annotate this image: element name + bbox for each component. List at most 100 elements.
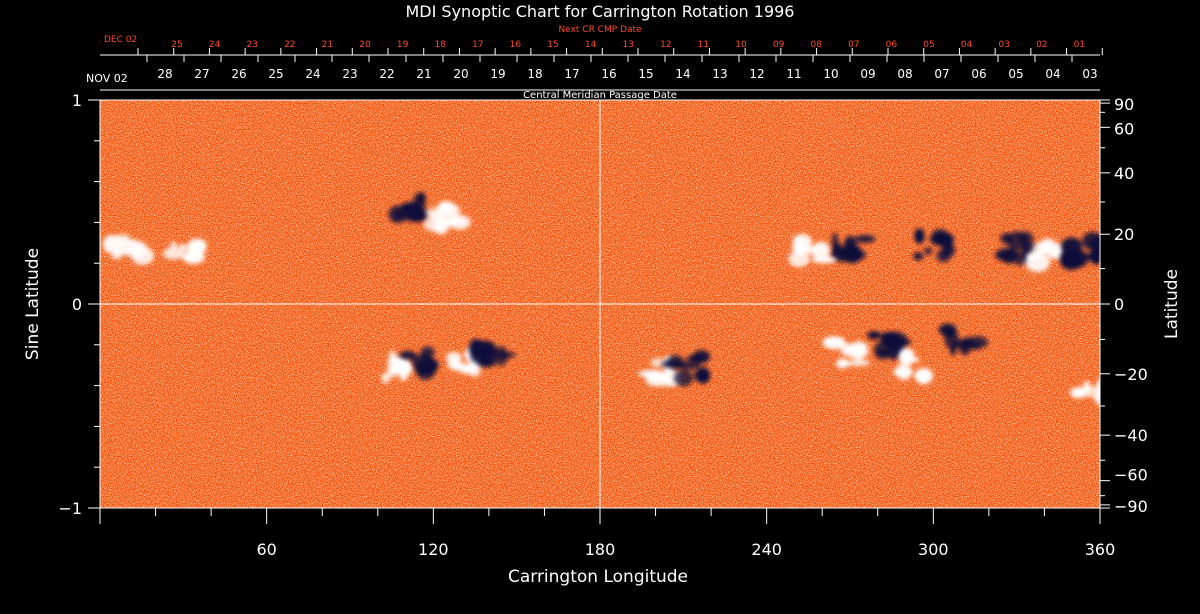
y-axis: −1 0 1 [58,91,101,518]
next-cmp-tick-label: 08 [810,40,822,50]
active-region-negative [830,232,876,264]
next-cmp-tick-label: 10 [735,40,747,50]
cmp-tick-label: 13 [712,67,727,81]
cmp-tick-label: 28 [157,67,172,81]
next-cmp-tick-label: 17 [472,40,483,50]
region-patch [1001,247,1019,265]
region-patch [913,252,924,261]
region-patch [184,253,198,261]
x-tick-label: 240 [751,540,782,559]
active-region-positive [162,238,207,265]
region-patch [1018,231,1034,246]
cmp-tick-label: 18 [527,67,542,81]
y2-tick-label: 40 [1114,164,1134,183]
active-region-negative [913,228,956,263]
next-cmp-tick-label: 03 [998,40,1009,50]
next-cmp-tick-label: 07 [848,40,859,50]
active-region-negative [399,346,439,381]
next-cmp-tick-label: 20 [359,40,371,50]
region-patch [875,349,892,356]
active-region-positive [788,234,837,268]
region-patch [811,241,830,261]
cmp-tick-label: 24 [305,67,320,81]
next-cmp-tick-label: 06 [886,40,898,50]
x-tick-label: 360 [1085,540,1116,559]
region-patch [1039,238,1057,254]
region-patch [661,360,686,369]
y-tick-label: −1 [58,499,82,518]
next-cmp-tick-label: 12 [660,40,671,50]
y2-tick-label: −90 [1114,497,1148,516]
next-cmp-tick-label: 18 [434,40,446,50]
y2-tick-label: −40 [1114,426,1148,445]
region-patch [822,336,846,350]
active-region-negative [468,338,516,368]
region-patch [1059,250,1083,271]
region-patch [1099,385,1100,390]
cmp-tick-label: 09 [860,67,875,81]
cmp-tick-label: 03 [1082,67,1097,81]
region-patch [394,358,413,377]
next-cmp-tick-label: 15 [547,40,558,50]
region-patch [950,345,957,356]
y-tick-label: 0 [72,295,82,314]
next-cmp-tick-label: 21 [322,40,333,50]
region-patch [1026,252,1039,262]
region-patch [420,346,435,359]
region-patch [423,216,445,232]
region-patch [437,201,456,214]
x-axis: 60 120 180 240 300 360 [99,507,1116,559]
active-region-negative [388,192,429,224]
region-patch [844,235,857,251]
cmp-tick-label: 21 [416,67,431,81]
region-patch [840,343,862,357]
y2-axis: 90 60 40 20 0 −20 −40 −60 −90 [1099,95,1148,516]
region-patch [958,339,972,356]
y2-tick-label: 90 [1114,95,1134,114]
next-cmp-tick-label: 24 [209,40,221,50]
region-patch [696,367,711,384]
cmp-tick-label: 20 [453,67,468,81]
next-cmp-ticks: 25 24 23 22 21 20 19 18 17 16 15 14 13 12 11 10 09 08 07 06… [137,40,1103,55]
y2-tick-label: 0 [1114,295,1124,314]
region-patch [410,206,429,223]
next-cmp-tick-label: 01 [1074,40,1085,50]
cmp-axis-label: Central Meridian Passage Date [523,90,677,101]
region-patch [399,350,417,360]
region-patch [1094,392,1100,405]
region-patch [1089,247,1100,265]
region-patch [833,242,842,254]
active-region-positive [423,201,471,235]
region-patch [836,358,850,369]
y2-tick-label: 20 [1114,225,1134,244]
region-patch [118,248,130,256]
region-patch [1070,387,1087,399]
region-patch [493,351,516,359]
region-patch [914,368,933,385]
cmp-tick-label: 14 [675,67,690,81]
cmp-start-date: NOV 02 [86,72,128,85]
region-patch [387,369,397,378]
next-cmp-tick-label: 04 [961,40,973,50]
y-tick-label: 1 [72,91,82,110]
cmp-tick-label: 12 [749,67,764,81]
cmp-tick-label: 27 [194,67,209,81]
region-patch [944,329,959,349]
next-cmp-start-date: DEC 02 [104,35,137,45]
active-region-negative [661,349,711,387]
region-patch [867,330,881,340]
region-patch [112,252,122,260]
region-patch [1082,231,1100,251]
next-cmp-tick-label: 14 [585,40,597,50]
region-patch [811,256,837,264]
active-region-negative [1059,231,1100,271]
active-region-positive [1070,378,1100,407]
y2-tick-label: −60 [1114,466,1148,485]
cmp-tick-label: 06 [971,67,986,81]
region-patch [839,248,859,261]
x-tick-label: 180 [585,540,616,559]
cmp-tick-label: 07 [934,67,949,81]
cmp-tick-label: 04 [1045,67,1060,81]
region-patch [880,331,899,341]
